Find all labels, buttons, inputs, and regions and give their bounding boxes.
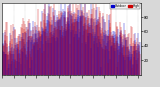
Legend: Outdoor, High: Outdoor, High xyxy=(110,3,140,9)
